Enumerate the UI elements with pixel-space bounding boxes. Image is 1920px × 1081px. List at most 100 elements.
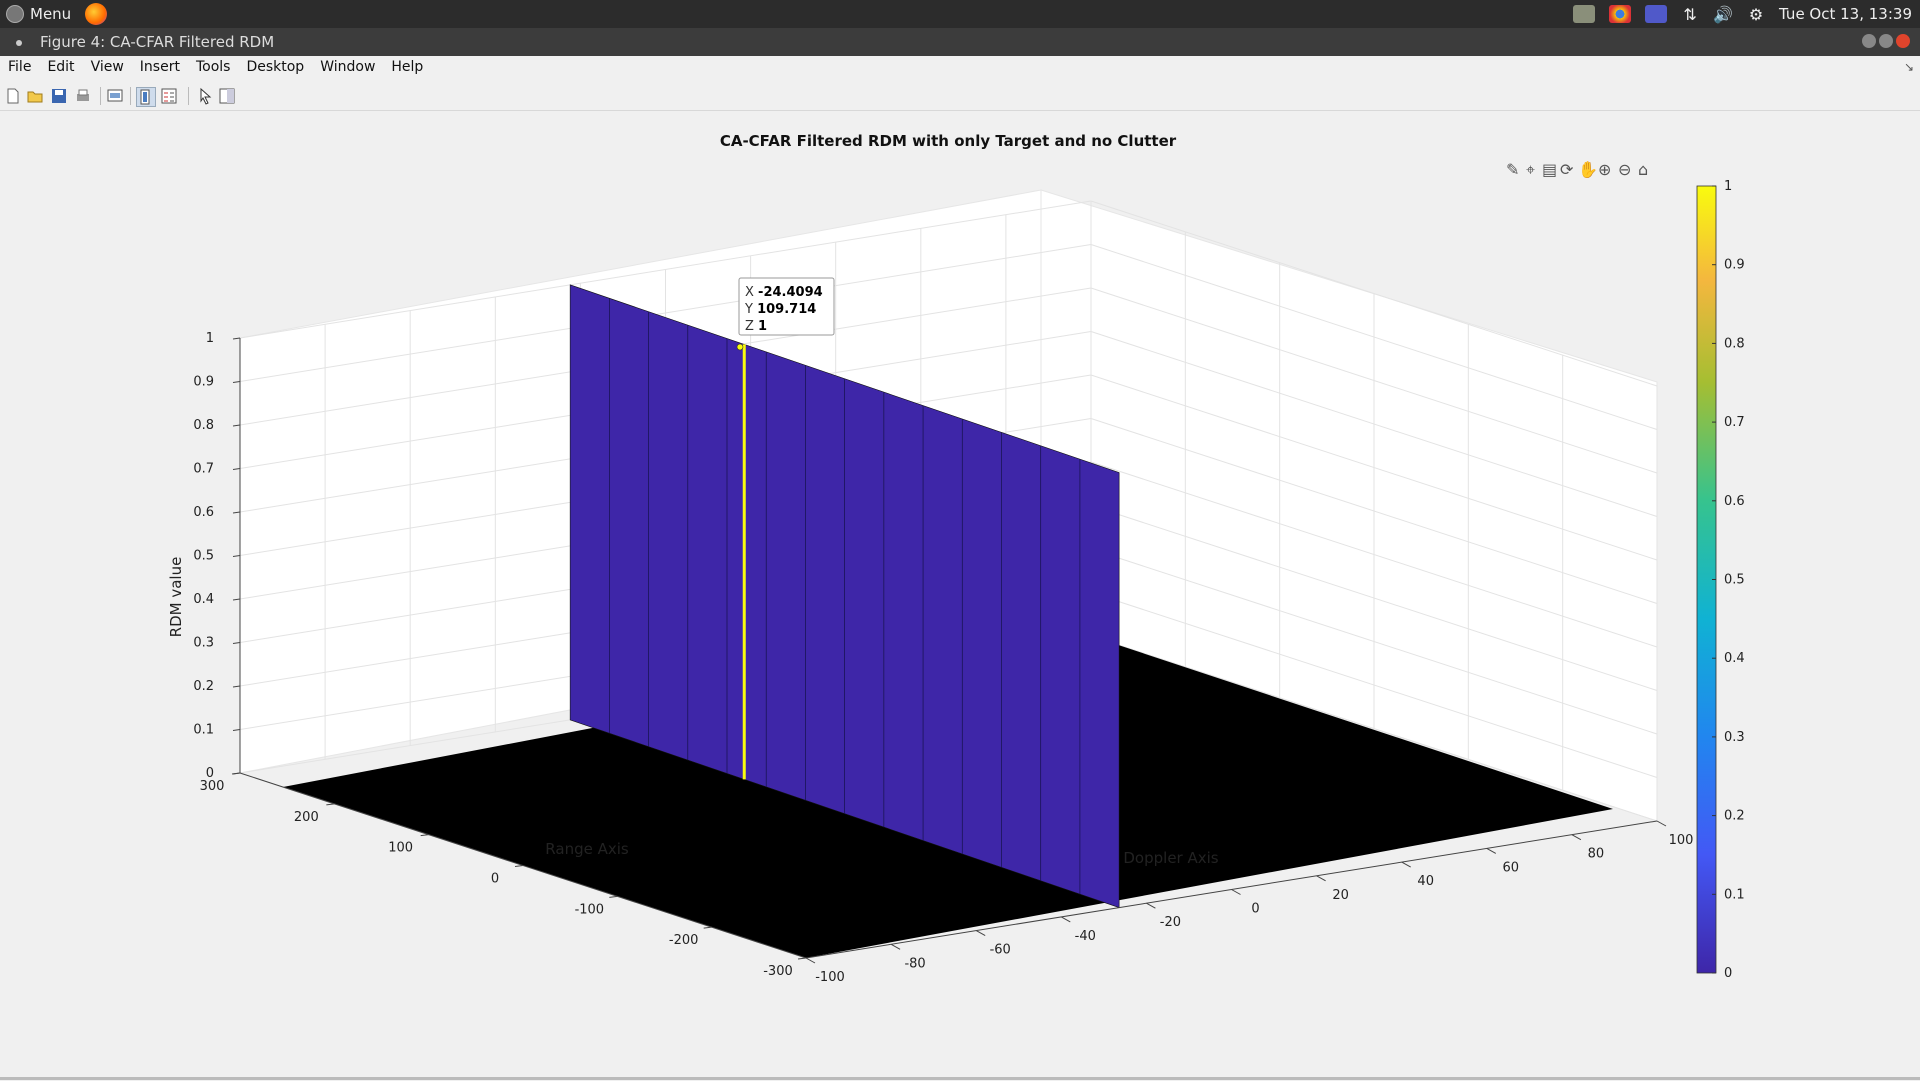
colorbar-tick-label: 0.8 [1724, 336, 1745, 351]
start-menu-button[interactable]: Menu [6, 4, 71, 24]
menu-help[interactable]: Help [391, 59, 424, 75]
menu-edit[interactable]: Edit [47, 59, 75, 75]
doppler-tick-label: -60 [990, 943, 1011, 958]
doppler-tick-labels: -100 -80 -60 -40 -20 0 20 40 60 80 100 [805, 820, 1693, 985]
range-tick-label: -200 [669, 933, 699, 948]
colorbar-tick-label: 0.9 [1724, 258, 1745, 273]
doppler-tick-label: 80 [1588, 847, 1605, 862]
doppler-tick-label: 60 [1503, 860, 1520, 875]
rdm-surface-plot[interactable]: 00.10.20.30.40.50.60.70.80.91 -300-200-1… [0, 111, 1920, 1077]
doppler-tick-mark [1656, 820, 1667, 827]
doppler-tick-label: -100 [815, 970, 845, 985]
range-tick-label: 300 [200, 779, 225, 794]
minimize-button[interactable] [1862, 34, 1876, 48]
close-button[interactable] [1896, 34, 1910, 48]
datatip[interactable]: X -24.4094 Y 109.714 Z 1 [736, 277, 835, 351]
z-tick-label: 0.6 [193, 505, 214, 520]
network-icon[interactable]: ⇅ [1683, 4, 1697, 24]
doppler-tick-mark [1401, 861, 1411, 868]
menu-desktop[interactable]: Desktop [246, 59, 305, 75]
zoom-in-icon[interactable]: ⊕ [1598, 160, 1611, 179]
taskbar: Menu ⇅ 🔊 ⚙ Tue Oct 13, 13:39 [0, 0, 1920, 28]
brush-icon[interactable]: ✎ [1506, 160, 1519, 179]
colorbar-tick-label: 1 [1724, 179, 1732, 194]
z-tick-label: 0.5 [193, 549, 214, 564]
datatip-x-value: -24.4094 [758, 285, 823, 300]
menu-insert[interactable]: Insert [139, 59, 180, 75]
colorbar-tick-label: 0.3 [1724, 730, 1745, 745]
menu-view[interactable]: View [90, 59, 124, 75]
z-tick-label: 0.2 [193, 679, 214, 694]
svg-text:X -24.4094: X -24.4094 [745, 285, 823, 300]
doppler-tick-mark [975, 930, 986, 937]
doppler-tick-mark [890, 943, 901, 950]
figure-toolbar [0, 82, 1920, 111]
z-axis-label: RDM value [167, 557, 185, 638]
doppler-tick-label: 40 [1417, 874, 1434, 889]
bottom-edge [0, 1077, 1920, 1080]
figure-canvas[interactable]: 0 0.1 0.2 0.3 0.4 0.5 0.6 0.7 0.8 0.9 1 -300 -200 -1… [0, 111, 1920, 1079]
edit-plot-icon[interactable] [196, 87, 214, 105]
datatip-marker [736, 343, 744, 351]
menu-file[interactable]: File [8, 59, 32, 75]
teams-icon[interactable] [1645, 5, 1668, 23]
datatip-z-value: 1 [758, 319, 767, 334]
home-icon[interactable]: ⌂ [1638, 160, 1648, 179]
colorbar-tick-label: 0 [1724, 966, 1732, 981]
link-plot-icon[interactable] [106, 87, 124, 105]
range-tick-mark [797, 957, 807, 960]
save-icon[interactable] [50, 87, 68, 105]
property-inspector-icon[interactable] [218, 87, 236, 105]
range-axis-label: Range Axis [545, 840, 629, 858]
menu-tools[interactable]: Tools [195, 59, 231, 75]
maximize-button[interactable] [1879, 34, 1893, 48]
dock-arrow-icon[interactable]: ↘ [1903, 60, 1914, 74]
doppler-tick-label: -80 [904, 956, 925, 971]
z-tick-mark [232, 424, 241, 427]
doppler-tick-label: -40 [1075, 929, 1096, 944]
doppler-axis-label: Doppler Axis [1123, 849, 1218, 867]
insert-legend-icon[interactable] [160, 87, 178, 105]
zoom-out-icon[interactable]: ⊖ [1618, 160, 1631, 179]
z-tick-mark [232, 598, 241, 601]
target-ridge[interactable] [569, 284, 1120, 909]
system-tray: ⇅ 🔊 ⚙ Tue Oct 13, 13:39 [1573, 0, 1920, 28]
doppler-tick-mark [1486, 847, 1497, 854]
doppler-tick-label: -20 [1160, 915, 1181, 930]
insert-colorbar-icon[interactable] [136, 87, 156, 107]
range-tick-label: 200 [294, 810, 319, 825]
chrome-icon[interactable] [1609, 5, 1632, 23]
z-tick-mark [232, 729, 241, 731]
z-tick-mark [232, 511, 241, 514]
range-tick-label: -100 [575, 902, 605, 917]
window-menu-icon[interactable] [16, 40, 22, 46]
range-tick-mark [703, 926, 712, 929]
firefox-icon[interactable] [85, 3, 107, 25]
datatip-z-label: Z [745, 319, 754, 334]
z-tick-mark [232, 685, 241, 688]
range-tick-mark [231, 772, 241, 775]
chart-title: CA-CFAR Filtered RDM with only Target an… [720, 132, 1177, 150]
datatip-x-label: X [745, 285, 754, 300]
data-cursor-icon[interactable]: ▤ [1542, 160, 1557, 179]
new-figure-icon[interactable] [4, 87, 22, 105]
settings-icon[interactable]: ⚙ [1748, 4, 1764, 24]
datatip-y-label: Y [744, 302, 753, 317]
z-tick-mark [232, 642, 241, 644]
display-icon[interactable] [1573, 5, 1596, 23]
menu-bar: File Edit View Insert Tools Desktop Wind… [0, 56, 1920, 80]
clock[interactable]: Tue Oct 13, 13:39 [1779, 5, 1912, 23]
open-file-icon[interactable] [26, 87, 44, 105]
svg-text:Y 109.714: Y 109.714 [744, 302, 816, 317]
range-tick-mark [420, 834, 429, 837]
pan-icon[interactable]: ✋ [1578, 160, 1598, 179]
datatip-box [738, 277, 835, 336]
doppler-tick-mark [1316, 875, 1326, 882]
datatip-icon[interactable]: ⌖ [1526, 160, 1535, 179]
volume-icon[interactable]: 🔊 [1713, 4, 1733, 24]
range-tick-mark [326, 803, 335, 806]
z-tick-label: 0.9 [193, 375, 214, 390]
menu-window[interactable]: Window [320, 59, 376, 75]
print-icon[interactable] [74, 87, 92, 105]
rotate-icon[interactable]: ⟳ [1560, 160, 1574, 179]
